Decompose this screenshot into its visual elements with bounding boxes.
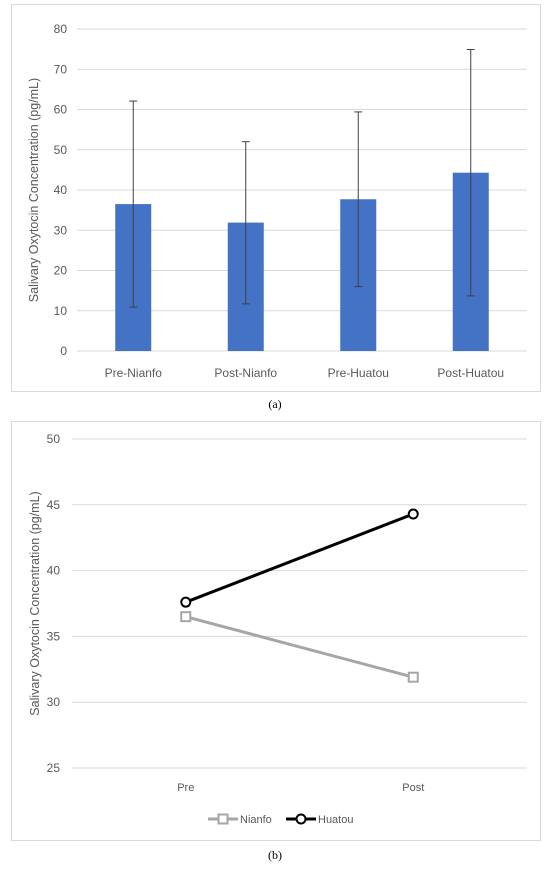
y-tick-label: 40: [47, 564, 61, 578]
bar-chart: 0 10 20 30 40 50 60 70 80 Pre-Nianfo Post-Nianfo Pr…: [27, 22, 527, 380]
y-tick-label: 30: [54, 223, 68, 237]
line-chart: 25 30 35 40 45 50 Pre Post Nianfo Huatou Salivary …: [28, 432, 527, 826]
x-tick-label: Pre-Huatou: [328, 366, 389, 380]
legend-marker-huatou: [295, 813, 307, 825]
data-point-huatou: [180, 596, 192, 608]
series-line-huatou: [185, 512, 414, 604]
data-point-nianfo: [407, 671, 419, 683]
x-tick-label: Post-Nianfo: [214, 366, 277, 380]
y-tick-label: 20: [54, 264, 68, 278]
y-tick-label: 30: [47, 695, 61, 709]
legend-marker-nianfo: [217, 813, 229, 825]
y-tick-label: 60: [54, 103, 68, 117]
y-tick-label: 40: [54, 183, 68, 197]
y-tick-label: 35: [47, 629, 61, 643]
x-tick-label: Pre-Nianfo: [105, 366, 163, 380]
bar-chart-panel: 0 10 20 30 40 50 60 70 80 Pre-Nianfo Post-Nianfo Pr…: [11, 4, 541, 392]
x-tick-label: Post: [402, 782, 424, 794]
y-tick-label: 80: [54, 22, 68, 36]
caption-b: (b): [268, 848, 282, 862]
y-tick-label: 70: [54, 62, 68, 76]
y-tick-label: 50: [54, 143, 68, 157]
y-tick-label: 45: [47, 498, 61, 512]
data-point-nianfo: [180, 611, 192, 623]
series-line-nianfo: [185, 615, 414, 679]
y-tick-label: 25: [47, 761, 61, 775]
y-tick-label: 50: [47, 432, 61, 446]
data-point-huatou: [407, 508, 419, 520]
y-tick-label: 0: [60, 344, 67, 358]
y-axis-label: Salivary Oxytocin Concentration (pg/mL): [27, 78, 41, 302]
caption-a: (a): [268, 397, 282, 411]
y-tick-label: 10: [54, 304, 68, 318]
line-chart-panel: 25 30 35 40 45 50 Pre Post Nianfo Huatou Salivary …: [11, 421, 541, 841]
x-tick-label: Pre: [177, 782, 194, 794]
legend-label-huatou: Huatou: [318, 814, 353, 826]
legend-label-nianfo: Nianfo: [240, 814, 272, 826]
y-axis-label: Salivary Oxytocin Concentration (pg/mL): [28, 491, 42, 715]
x-tick-label: Post-Huatou: [437, 366, 504, 380]
